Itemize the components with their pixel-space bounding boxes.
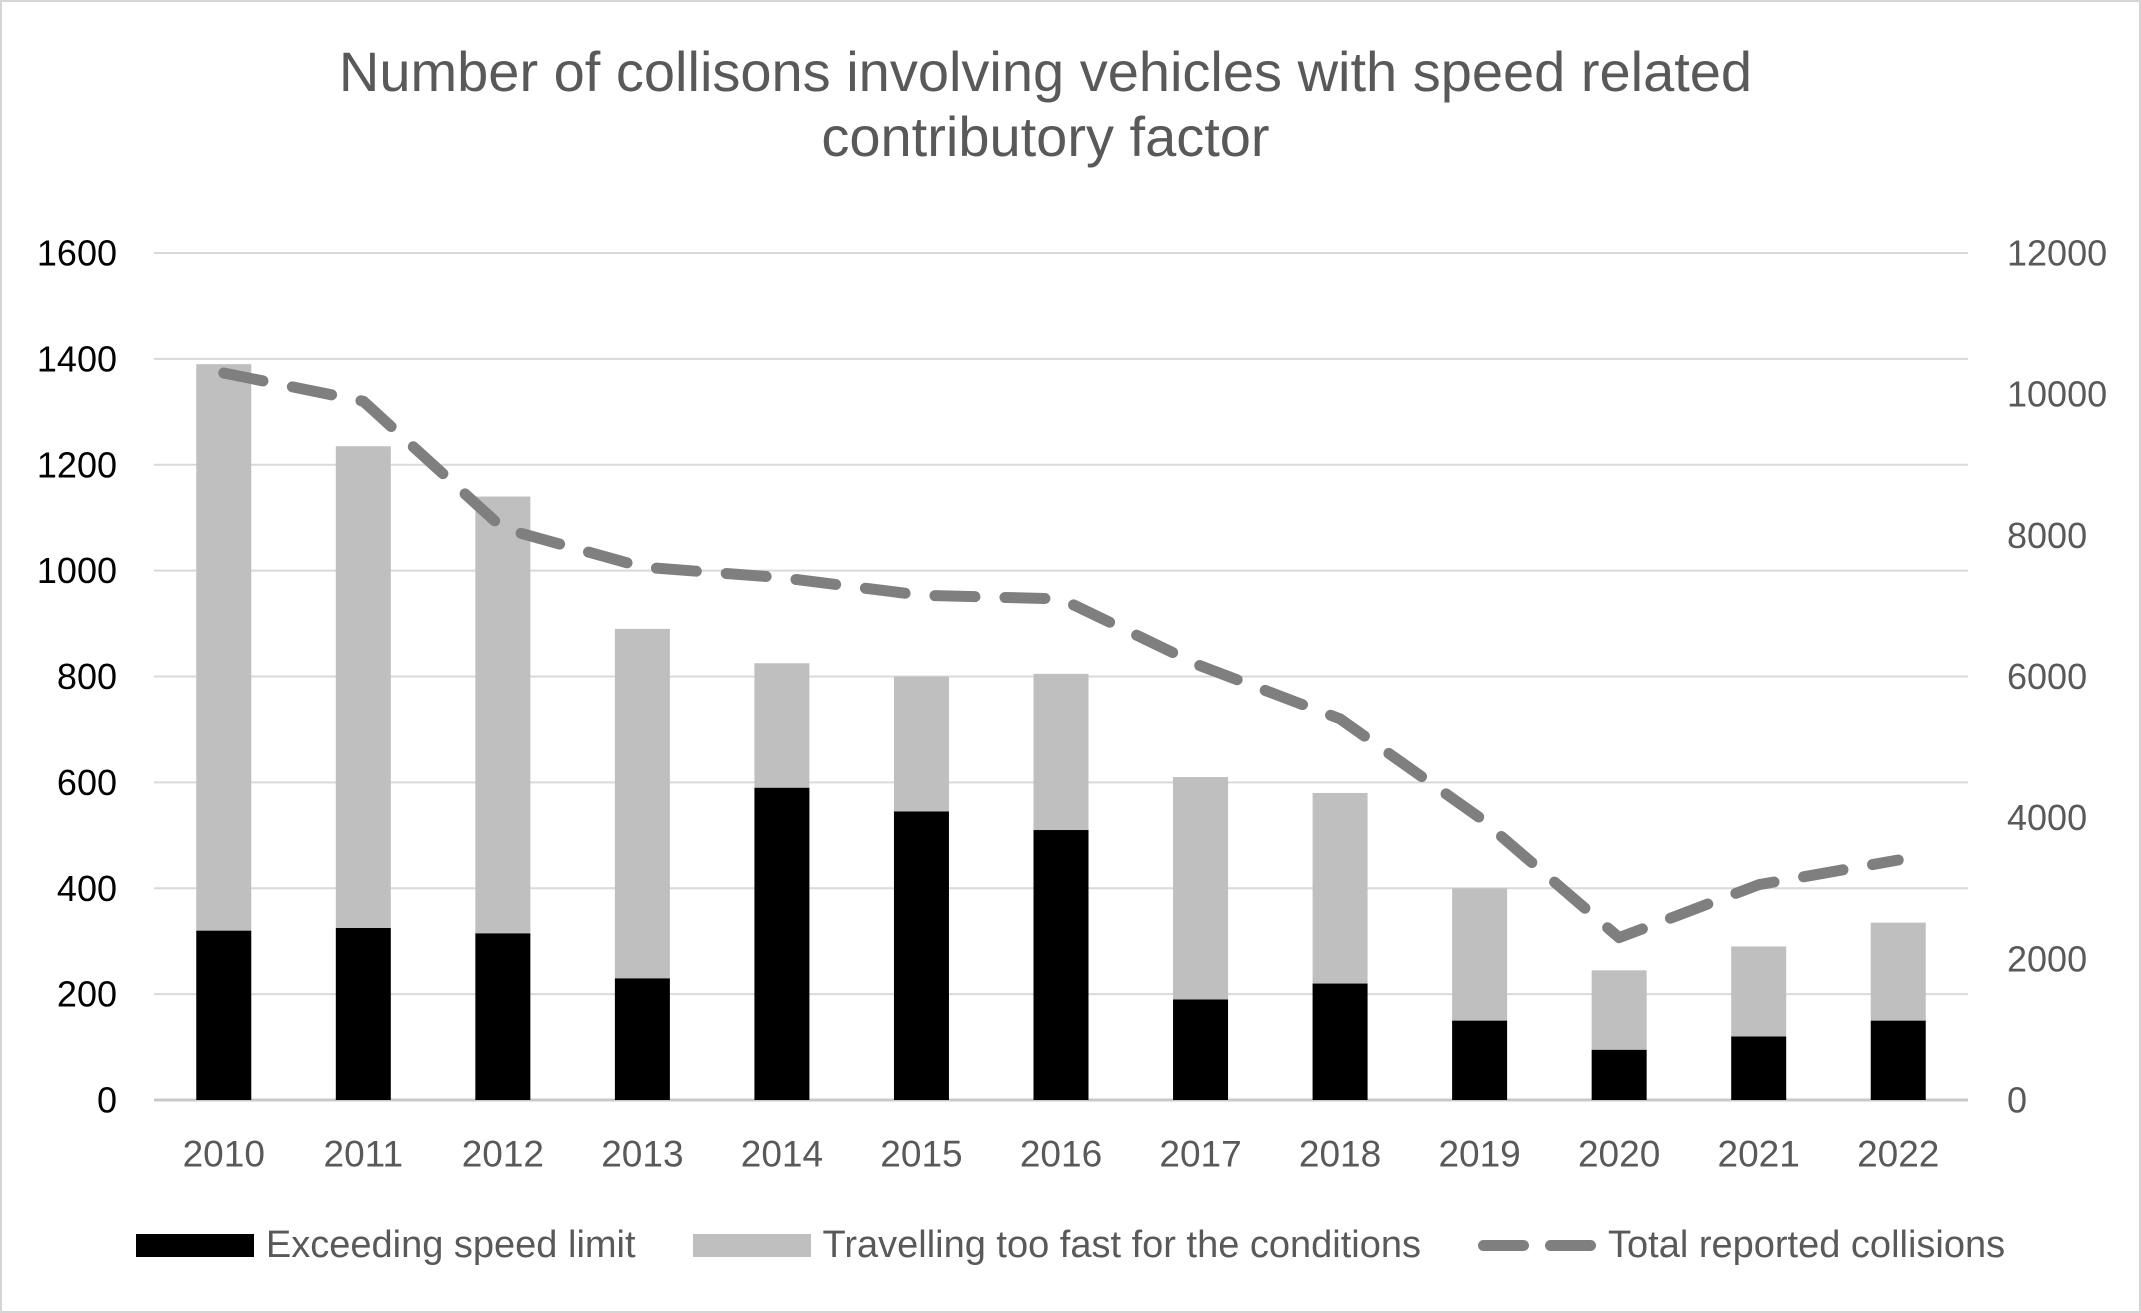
year-label-2015: 2015 (880, 1134, 962, 1175)
bar-segment-exceeding-speed-limit-2017 (1173, 999, 1229, 1100)
right-axis-tick-6000: 6000 (2007, 656, 2087, 697)
legend-label-travelling-too-fast: Travelling too fast for the conditions (822, 1224, 1422, 1266)
chart-title: Number of collisons involving vehicles w… (338, 40, 1753, 168)
bar-segment-exceeding-speed-limit-2010 (196, 930, 252, 1100)
bar-segment-travelling-too-fast-for-the-conditions-2019 (1452, 888, 1508, 1021)
bar-segment-exceeding-speed-limit-2022 (1870, 1020, 1926, 1100)
dashed-line-swatch-icon (1478, 1240, 1597, 1251)
bar-segment-exceeding-speed-limit-2018 (1312, 983, 1368, 1100)
bar-segment-travelling-too-fast-for-the-conditions-2011 (335, 446, 391, 928)
bar-segment-travelling-too-fast-for-the-conditions-2021 (1731, 946, 1787, 1037)
left-axis-tick-400: 400 (57, 868, 117, 909)
bar-segment-exceeding-speed-limit-2015 (893, 811, 949, 1100)
bar-segment-exceeding-speed-limit-2014 (754, 787, 810, 1100)
bar-segment-travelling-too-fast-for-the-conditions-2022 (1870, 922, 1926, 1021)
gray-bar-swatch-icon (692, 1234, 811, 1257)
legend-item-exceeding-speed-limit: Exceeding speed limit (135, 1224, 636, 1267)
bar-segment-travelling-too-fast-for-the-conditions-2013 (614, 628, 670, 979)
year-label-2010: 2010 (183, 1134, 265, 1175)
bar-segment-exceeding-speed-limit-2021 (1731, 1036, 1787, 1100)
year-label-2017: 2017 (1159, 1134, 1241, 1175)
year-label-2020: 2020 (1578, 1134, 1660, 1175)
bar-segment-travelling-too-fast-for-the-conditions-2010 (196, 364, 252, 931)
left-axis-tick-200: 200 (57, 974, 117, 1015)
bar-segment-exceeding-speed-limit-2013 (614, 978, 670, 1100)
bar-segment-exceeding-speed-limit-2019 (1452, 1020, 1508, 1100)
black-bar-swatch-icon (135, 1234, 254, 1257)
right-axis-tick-10000: 10000 (2007, 374, 2107, 415)
right-axis-tick-2000: 2000 (2007, 938, 2087, 979)
legend: Exceeding speed limit Travelling too fas… (2, 1224, 2139, 1267)
left-axis-tick-1600: 1600 (37, 233, 117, 274)
legend-item-total-reported-collisions: Total reported collisions (1478, 1224, 2005, 1267)
year-label-2021: 2021 (1718, 1134, 1800, 1175)
right-axis-tick-0: 0 (2007, 1080, 2027, 1121)
year-label-2014: 2014 (741, 1134, 823, 1175)
left-axis-tick-800: 800 (57, 656, 117, 697)
left-axis-tick-1200: 1200 (37, 444, 117, 485)
bar-segment-travelling-too-fast-for-the-conditions-2014 (754, 663, 810, 788)
legend-label-total-reported-collisions: Total reported collisions (1608, 1224, 2006, 1266)
bar-segment-exceeding-speed-limit-2016 (1033, 830, 1089, 1100)
legend-item-travelling-too-fast: Travelling too fast for the conditions (692, 1224, 1422, 1267)
total-reported-collisions-line (218, 367, 1904, 944)
legend-label-exceeding-speed-limit: Exceeding speed limit (265, 1224, 636, 1266)
bar-segment-exceeding-speed-limit-2020 (1591, 1049, 1647, 1100)
year-label-2012: 2012 (462, 1134, 544, 1175)
right-axis-tick-4000: 4000 (2007, 797, 2087, 838)
left-axis-tick-0: 0 (97, 1080, 117, 1121)
left-axis-tick-1000: 1000 (37, 550, 117, 591)
year-label-2013: 2013 (601, 1134, 683, 1175)
year-label-2022: 2022 (1857, 1134, 1939, 1175)
bar-segment-exceeding-speed-limit-2011 (335, 927, 391, 1100)
bar-segment-travelling-too-fast-for-the-conditions-2016 (1033, 673, 1089, 831)
right-axis-tick-8000: 8000 (2007, 515, 2087, 556)
year-label-2016: 2016 (1020, 1134, 1102, 1175)
year-label-2018: 2018 (1299, 1134, 1381, 1175)
bar-segment-travelling-too-fast-for-the-conditions-2017 (1173, 777, 1229, 1000)
left-axis-tick-1400: 1400 (37, 338, 117, 379)
bar-segment-exceeding-speed-limit-2012 (475, 933, 531, 1100)
bar-segment-travelling-too-fast-for-the-conditions-2015 (893, 676, 949, 812)
right-axis-tick-12000: 12000 (2007, 233, 2107, 274)
bar-segment-travelling-too-fast-for-the-conditions-2020 (1591, 970, 1647, 1050)
year-label-2011: 2011 (324, 1134, 404, 1175)
year-label-2019: 2019 (1438, 1134, 1520, 1175)
bar-segment-travelling-too-fast-for-the-conditions-2012 (475, 496, 531, 934)
left-axis-tick-600: 600 (57, 762, 117, 803)
bar-segment-travelling-too-fast-for-the-conditions-2018 (1312, 792, 1368, 984)
